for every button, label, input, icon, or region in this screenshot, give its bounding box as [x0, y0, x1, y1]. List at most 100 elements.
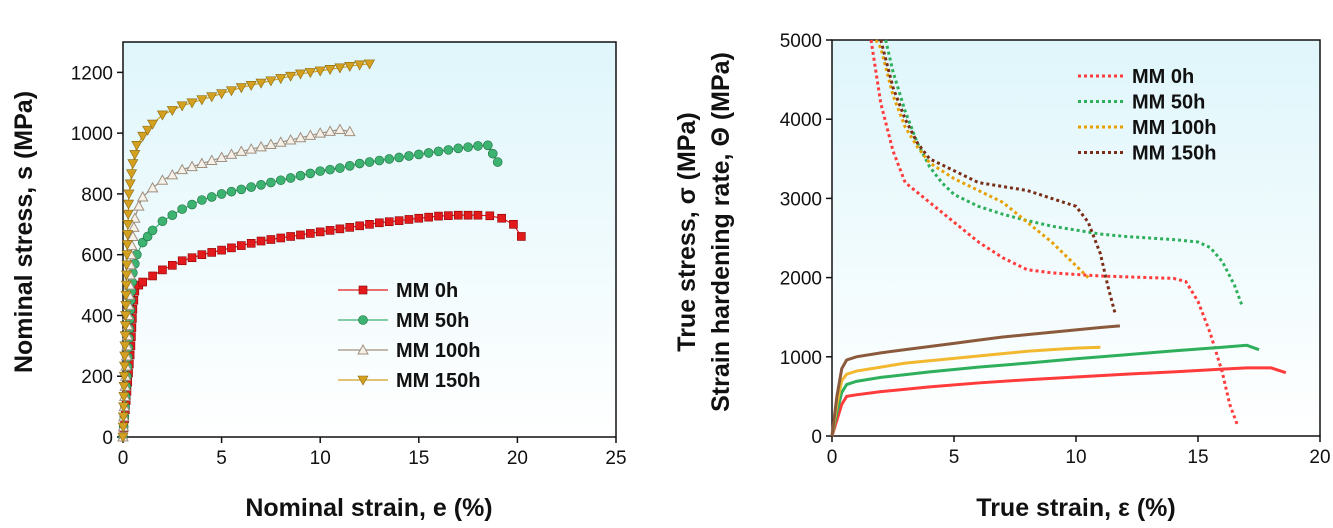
- data-point: [517, 232, 526, 241]
- data-point: [294, 69, 306, 80]
- data-point: [256, 180, 266, 190]
- data-point: [296, 230, 305, 240]
- data-point: [122, 220, 134, 230]
- data-point: [284, 133, 297, 145]
- data-point: [142, 125, 154, 136]
- data-point: [275, 175, 286, 186]
- data-point: [237, 241, 246, 250]
- data-point: [119, 321, 131, 332]
- data-point: [119, 361, 131, 372]
- data-point: [186, 98, 198, 109]
- data-point: [245, 143, 258, 154]
- data-point: [324, 125, 336, 136]
- data-point: [375, 218, 384, 228]
- y-tick-label: 1000: [780, 348, 822, 369]
- data-point: [483, 140, 493, 151]
- y-axis-label-right: True stress, σ (MPa): [673, 112, 701, 351]
- x-tick-label: 5: [216, 448, 227, 469]
- x-tick-label: 0: [827, 447, 838, 468]
- x-tick-label: 20: [507, 448, 528, 469]
- data-point: [276, 233, 286, 243]
- plot-area-right: [831, 39, 1321, 437]
- data-point: [345, 223, 355, 232]
- data-point: [206, 92, 218, 103]
- nominal-stress-strain-chart: 0 5 10 15 20 25 0 200 400 600 800 1000 1200 MM 0h MM …: [10, 41, 627, 522]
- legend-label: MM 50h: [1132, 92, 1205, 114]
- y-tick-label: 5000: [780, 31, 822, 52]
- data-point: [120, 301, 132, 311]
- data-point: [118, 402, 130, 413]
- legend-item: MM 50h: [1078, 92, 1205, 114]
- data-point: [295, 170, 306, 181]
- x-tick-label: 25: [605, 448, 626, 469]
- data-point: [414, 213, 424, 223]
- x-tick-label: 10: [1065, 447, 1086, 468]
- x-tick-label: 0: [118, 448, 129, 469]
- data-point: [434, 211, 443, 221]
- data-point: [119, 331, 131, 342]
- data-point: [285, 173, 296, 183]
- data-point: [314, 66, 326, 77]
- y-tick-label: 1200: [71, 63, 113, 84]
- data-point: [304, 129, 317, 140]
- data-point: [384, 217, 394, 227]
- data-point: [306, 229, 315, 238]
- y-axis-label-right-2: Strain hardening rate, Θ (MPa): [707, 52, 735, 412]
- legend-marker: [357, 343, 369, 355]
- data-point: [206, 192, 217, 202]
- data-point: [127, 221, 140, 232]
- true-stress-line: [830, 366, 1287, 437]
- data-point: [156, 174, 169, 185]
- data-point: [176, 163, 189, 175]
- data-point: [485, 211, 495, 221]
- true-stress-line: [830, 343, 1260, 437]
- data-point: [365, 220, 374, 229]
- data-point: [255, 140, 267, 152]
- data-point: [226, 186, 237, 197]
- legend-item: MM 150h: [338, 370, 480, 392]
- data-point: [266, 235, 276, 244]
- data-point: [413, 149, 424, 160]
- data-point: [335, 224, 345, 234]
- series-mm-150h: [117, 59, 376, 443]
- data-point: [157, 216, 168, 227]
- data-point: [335, 163, 345, 173]
- true-stress-line: [830, 345, 1101, 437]
- plot-area-left: [122, 41, 617, 438]
- legend-label: MM 100h: [396, 340, 480, 362]
- data-point: [344, 62, 356, 72]
- y-tick-label: 400: [81, 306, 113, 327]
- data-point: [227, 243, 236, 253]
- data-point: [128, 212, 141, 223]
- data-point: [304, 68, 316, 79]
- data-point: [274, 136, 287, 147]
- data-point: [205, 154, 218, 165]
- data-point: [156, 110, 168, 121]
- data-point: [146, 181, 159, 193]
- data-point: [404, 151, 414, 161]
- y-tick-label: 0: [102, 428, 113, 449]
- x-axis-label-left: Nominal strain, e (%): [245, 494, 492, 522]
- data-point: [433, 146, 444, 157]
- legend-item: MM 100h: [338, 340, 480, 362]
- data-point: [197, 195, 207, 205]
- data-point: [123, 199, 135, 210]
- data-point: [294, 131, 307, 143]
- y-tick-label: 0: [811, 427, 822, 448]
- data-point: [463, 142, 473, 152]
- hardening-rate-line: [874, 39, 1090, 279]
- data-point: [453, 210, 463, 220]
- data-point: [148, 271, 157, 281]
- data-point: [207, 248, 217, 257]
- data-point: [121, 240, 133, 251]
- data-point: [384, 154, 395, 164]
- data-point: [354, 60, 366, 71]
- x-tick-label: 15: [408, 448, 429, 469]
- data-point: [265, 76, 277, 87]
- data-point: [119, 341, 131, 352]
- data-point: [166, 106, 178, 116]
- data-point: [236, 184, 247, 195]
- data-point: [122, 209, 134, 220]
- data-point: [120, 280, 132, 291]
- data-point: [443, 145, 454, 155]
